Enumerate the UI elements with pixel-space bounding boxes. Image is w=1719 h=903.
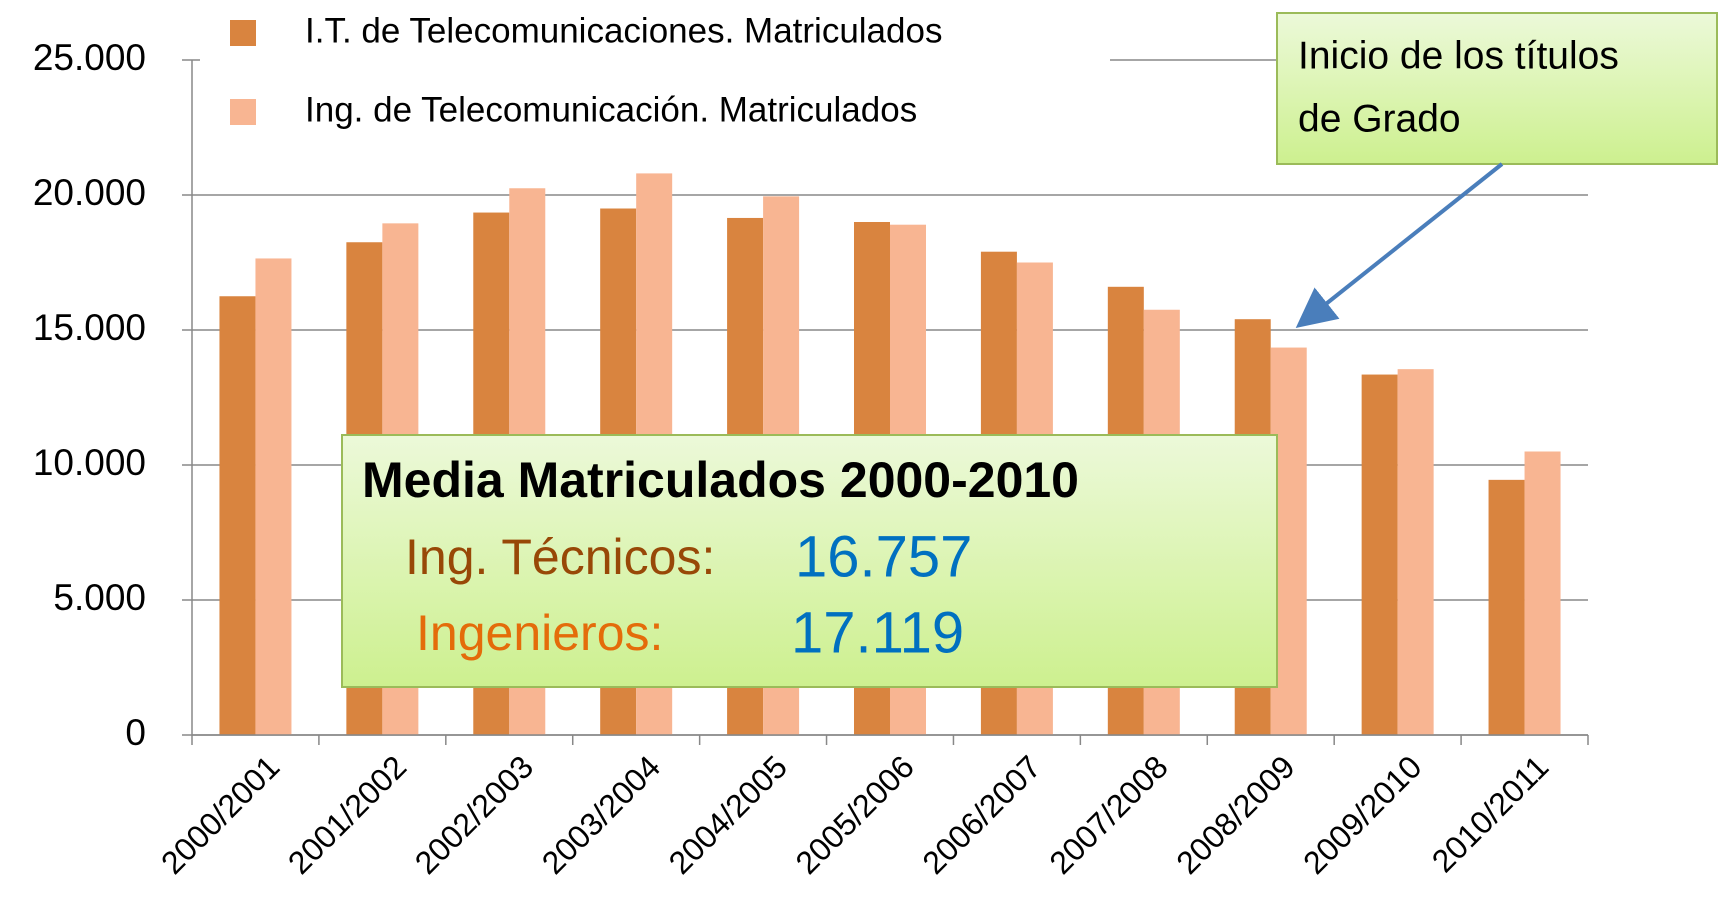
- legend-swatch: [230, 20, 256, 46]
- bar: [255, 258, 292, 735]
- x-tick-label: 2005/2006: [789, 748, 921, 880]
- x-tick-label: 2008/2009: [1169, 748, 1301, 880]
- legend-label: I.T. de Telecomunicaciones. Matriculados: [305, 11, 942, 50]
- y-tick-label: 25.000: [33, 37, 146, 78]
- summary-label: Ingenieros:: [416, 605, 663, 661]
- legend-swatch: [230, 99, 256, 125]
- callout-arrow: [1295, 162, 1504, 328]
- y-tick-label: 5.000: [53, 577, 146, 618]
- callout-text: de Grado: [1298, 97, 1461, 140]
- bar: [1361, 374, 1398, 735]
- summary-value: 16.757: [795, 524, 972, 589]
- bar: [1488, 479, 1525, 735]
- legend-bg: [200, 5, 1110, 140]
- x-tick-label: 2007/2008: [1042, 748, 1174, 880]
- summary-box: [341, 434, 1278, 688]
- y-tick-label: 20.000: [33, 172, 146, 213]
- summary-value: 17.119: [791, 600, 964, 665]
- x-tick-label: 2003/2004: [535, 748, 667, 880]
- x-tick-label: 2006/2007: [915, 748, 1047, 880]
- summary-title: Media Matriculados 2000-2010: [362, 452, 1079, 508]
- y-tick-label: 0: [125, 712, 146, 753]
- x-tick-label: 2009/2010: [1296, 748, 1428, 880]
- summary-label: Ing. Técnicos:: [405, 529, 715, 585]
- legend-label: Ing. de Telecomunicación. Matriculados: [305, 90, 917, 129]
- x-tick-label: 2001/2002: [281, 748, 413, 880]
- x-tick-label: 2004/2005: [662, 748, 794, 880]
- x-tick-label: 2002/2003: [408, 748, 540, 880]
- y-tick-label: 15.000: [33, 307, 146, 348]
- callout-text: Inicio de los títulos: [1298, 34, 1619, 77]
- bar: [1397, 369, 1434, 735]
- bar: [1524, 451, 1561, 735]
- y-tick-label: 10.000: [33, 442, 146, 483]
- x-tick-label: 2000/2001: [154, 748, 286, 880]
- x-tick-label: 2010/2011: [1425, 748, 1556, 879]
- callout-box: [1276, 12, 1718, 165]
- bar: [219, 296, 256, 735]
